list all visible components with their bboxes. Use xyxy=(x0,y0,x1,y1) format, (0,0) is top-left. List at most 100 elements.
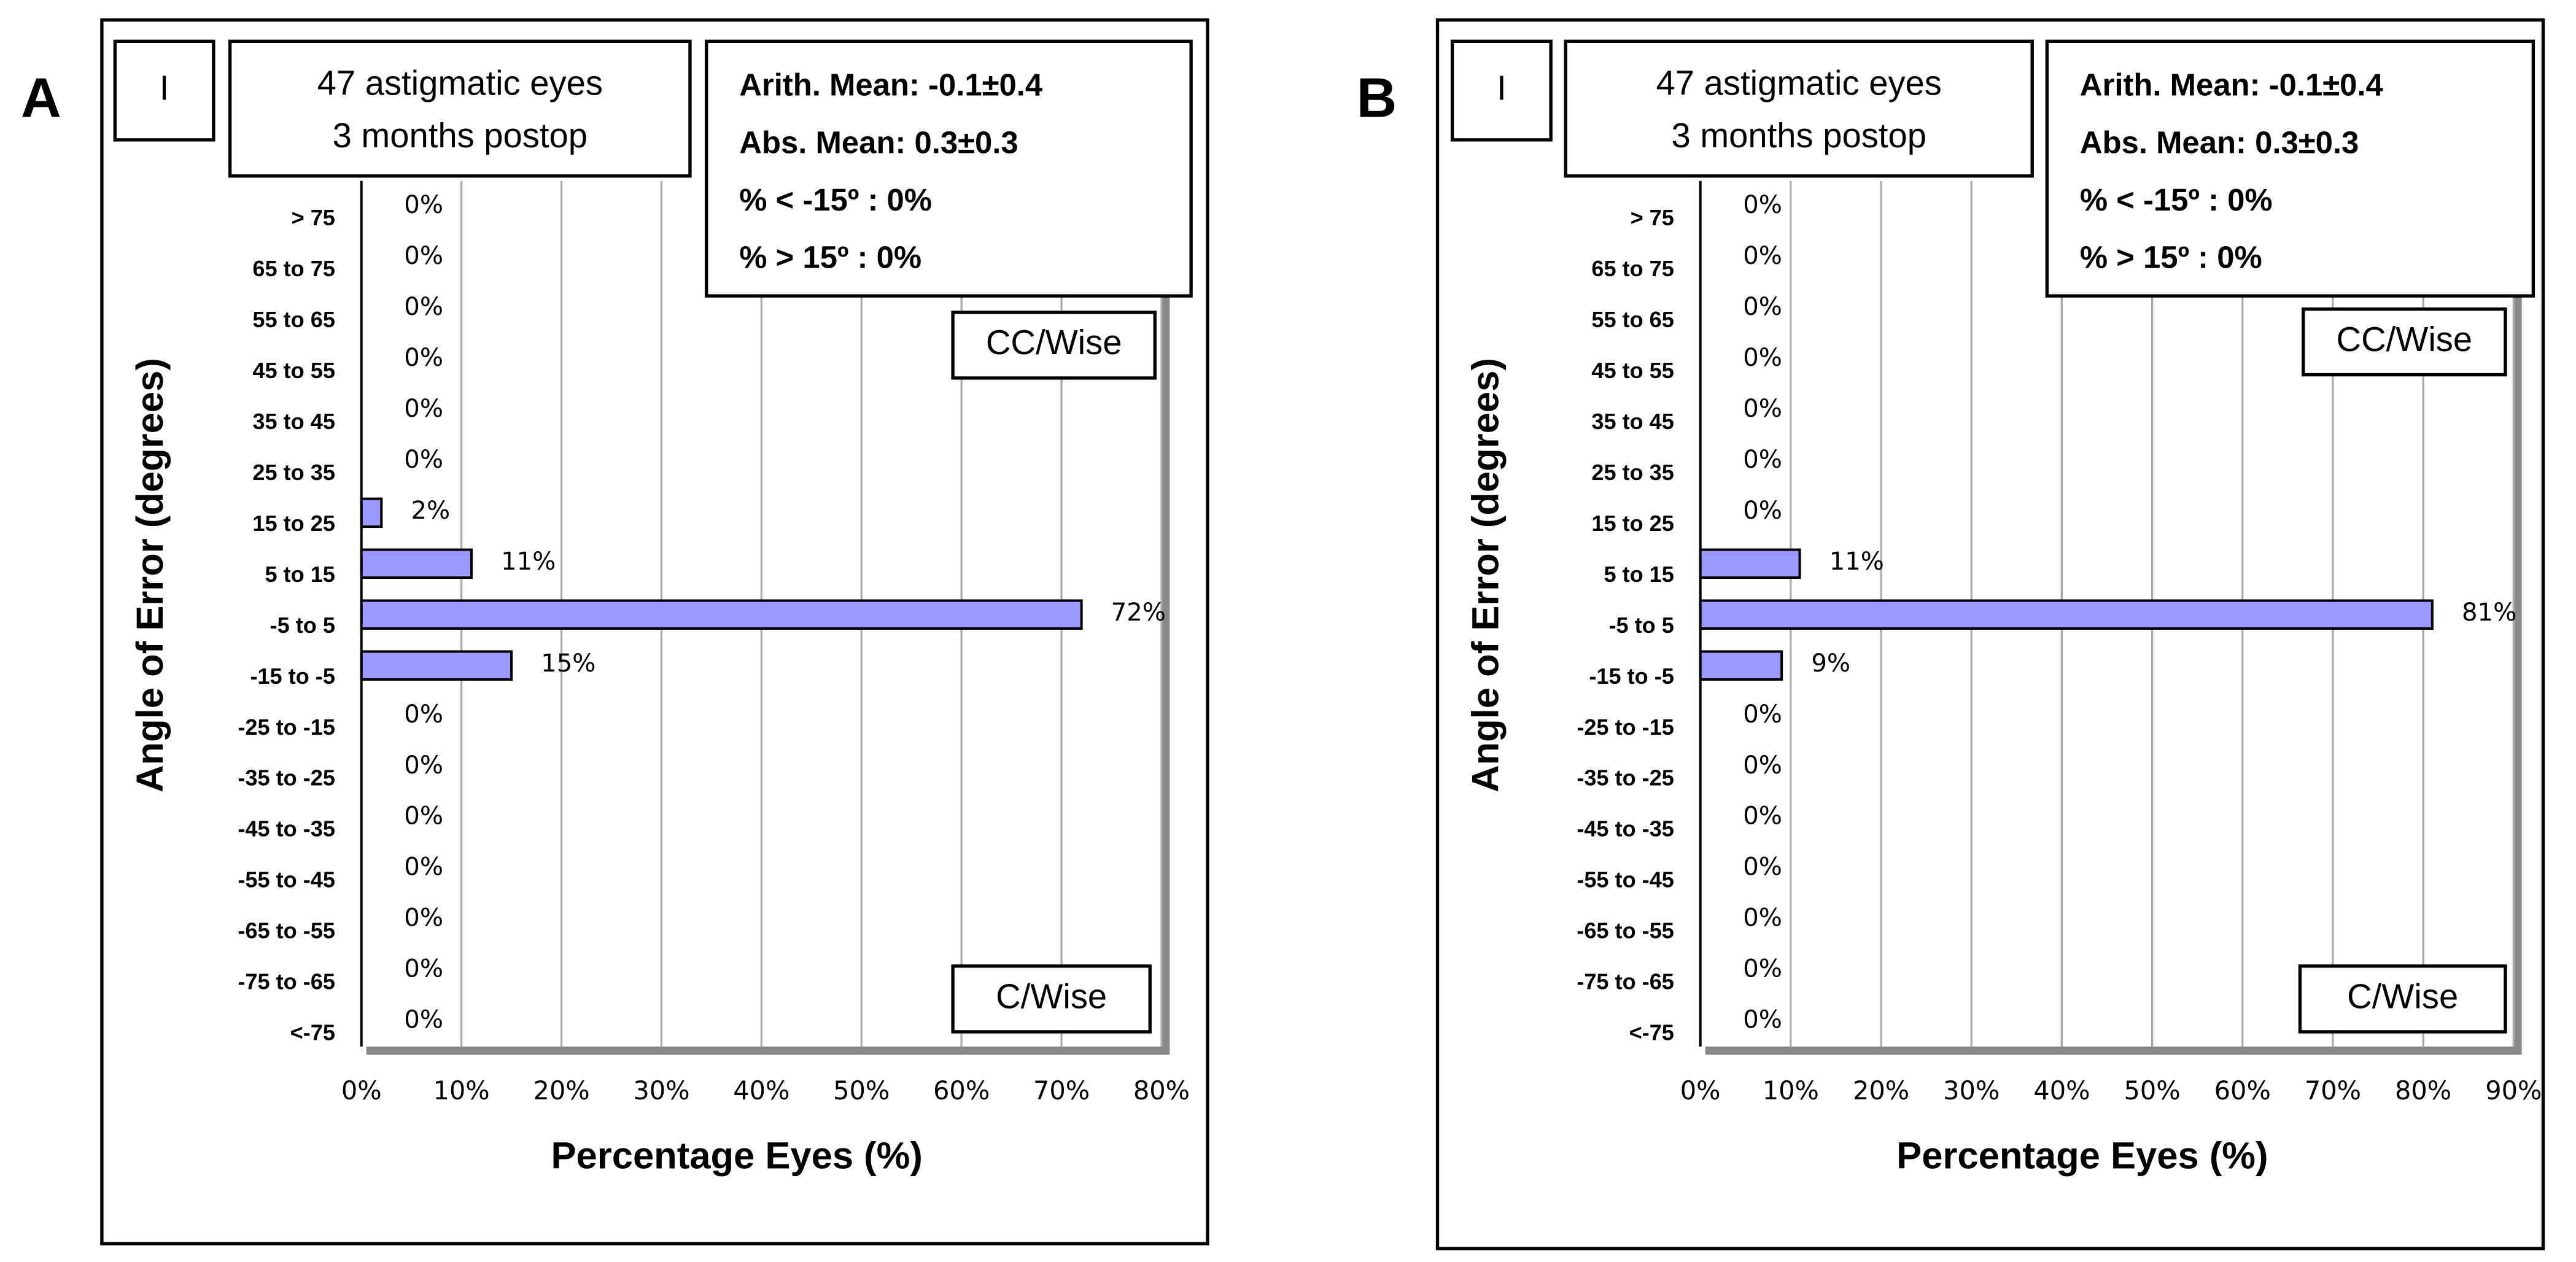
x-tick-label: 40% xyxy=(2033,1076,2090,1105)
x-tick-label: 0% xyxy=(341,1076,382,1105)
panel-frame xyxy=(1435,18,2545,1250)
y-tick-label: -5 to 5 xyxy=(1609,613,1674,638)
value-label: 0% xyxy=(1743,293,1782,321)
stats-line: Abs. Mean: 0.3±0.3 xyxy=(2080,125,2359,160)
x-tick-label: 80% xyxy=(1133,1076,1190,1105)
annotation: C/Wise xyxy=(2347,977,2458,1015)
x-tick-label: 0% xyxy=(1680,1076,1721,1105)
value-label: 0% xyxy=(404,955,443,983)
value-label: 11% xyxy=(501,548,556,576)
bar xyxy=(360,548,473,579)
chart-panel: B 0% 10% 20% 30% 40% 50% 60% 70% 80% 90% > 75 0% 65 t… xyxy=(1357,18,2545,1250)
y-tick-label: -75 to -65 xyxy=(238,969,335,994)
x-tick-label: 90% xyxy=(2485,1076,2542,1105)
text-box xyxy=(228,39,692,178)
chart-title: 47 astigmatic eyes xyxy=(317,63,603,102)
value-label: 0% xyxy=(1743,344,1782,372)
stats-line: % < -15º : 0% xyxy=(2080,182,2273,217)
y-tick-label: -75 to -65 xyxy=(1577,969,1674,994)
value-label: 0% xyxy=(1743,446,1782,474)
y-tick-label: 45 to 55 xyxy=(252,358,335,383)
y-tick-label: -5 to 5 xyxy=(270,613,335,638)
value-label: 81% xyxy=(2462,598,2516,627)
y-tick-label: 55 to 65 xyxy=(252,307,335,332)
text-box xyxy=(1450,39,1553,142)
y-tick-label: -65 to -55 xyxy=(1577,918,1674,943)
y-tick-label: -65 to -55 xyxy=(238,918,335,943)
y-tick-label: 15 to 25 xyxy=(252,511,335,536)
y-tick-label: <-75 xyxy=(290,1020,335,1045)
chart-panel: A 0% 10% 20% 30% 40% 50% 60% 70% 80% > 75 0% 65 to 7… xyxy=(21,18,1209,1245)
x-axis-title: Percentage Eyes (%) xyxy=(1896,1134,2268,1177)
text-box xyxy=(951,964,1152,1034)
bar xyxy=(360,650,513,681)
chart-title: 3 months postop xyxy=(333,116,588,155)
y-tick-label: 35 to 45 xyxy=(1591,409,1674,434)
text-box xyxy=(113,39,215,142)
value-label: 0% xyxy=(1743,904,1782,932)
stats-line: % < -15º : 0% xyxy=(739,182,932,217)
text-box xyxy=(1564,39,2034,178)
bar xyxy=(1699,548,1801,579)
value-label: 0% xyxy=(404,1006,443,1034)
x-tick-label: 10% xyxy=(1763,1076,1819,1105)
annotation: C/Wise xyxy=(996,977,1107,1015)
y-tick-label: 45 to 55 xyxy=(1591,358,1674,383)
value-label: 0% xyxy=(1743,700,1782,729)
y-axis-title: Angle of Error (degrees) xyxy=(129,358,171,792)
x-tick-label: 30% xyxy=(633,1076,689,1105)
value-label: 0% xyxy=(404,904,443,932)
y-tick-label: 5 to 15 xyxy=(265,562,335,587)
value-label: 0% xyxy=(1743,497,1782,525)
bar xyxy=(1699,599,2434,630)
y-axis-title: Angle of Error (degrees) xyxy=(1465,358,1507,792)
y-tick-label: > 75 xyxy=(1631,205,1674,230)
y-tick-label: 5 to 15 xyxy=(1604,562,1674,587)
stats-line: % > 15º : 0% xyxy=(2080,240,2262,275)
y-tick-label: <-75 xyxy=(1629,1020,1674,1045)
value-label: 0% xyxy=(404,395,443,423)
annotation: CC/Wise xyxy=(986,323,1122,362)
y-tick-label: 15 to 25 xyxy=(1591,511,1674,536)
value-label: 0% xyxy=(1743,751,1782,780)
bar xyxy=(1699,650,1783,681)
value-label: 72% xyxy=(1111,598,1166,627)
value-label: 11% xyxy=(1829,548,1884,576)
text-box xyxy=(2298,964,2507,1034)
chart-title: 3 months postop xyxy=(1672,116,1926,155)
y-tick-label: 25 to 35 xyxy=(252,460,335,485)
x-tick-label: 70% xyxy=(2305,1076,2361,1105)
corner-label: I xyxy=(1497,68,1507,107)
stats-line: Arith. Mean: -0.1±0.4 xyxy=(739,68,1042,103)
value-label: 0% xyxy=(1743,395,1782,423)
y-tick-label: -15 to -5 xyxy=(1589,664,1674,689)
y-tick-label: 65 to 75 xyxy=(252,256,335,281)
y-tick-label: -25 to -15 xyxy=(1577,714,1674,740)
stats-line: % > 15º : 0% xyxy=(739,240,921,275)
x-tick-label: 50% xyxy=(833,1076,890,1105)
x-tick-label: 20% xyxy=(1853,1076,1909,1105)
stats-line: Arith. Mean: -0.1±0.4 xyxy=(2080,68,2383,103)
value-label: 0% xyxy=(404,293,443,321)
stats-line: Abs. Mean: 0.3±0.3 xyxy=(739,125,1018,160)
panel-letter: A xyxy=(21,67,61,129)
y-tick-label: -35 to -25 xyxy=(238,765,335,791)
value-label: 15% xyxy=(541,649,596,678)
text-box xyxy=(2302,307,2507,377)
value-label: 0% xyxy=(1743,191,1782,219)
value-label: 0% xyxy=(404,700,443,729)
value-label: 0% xyxy=(404,853,443,881)
x-tick-label: 60% xyxy=(933,1076,990,1105)
value-label: 0% xyxy=(404,191,443,219)
x-tick-label: 20% xyxy=(533,1076,589,1105)
value-label: 2% xyxy=(411,497,450,525)
annotation: CC/Wise xyxy=(2337,320,2473,358)
y-tick-label: 35 to 45 xyxy=(252,409,335,434)
x-tick-label: 80% xyxy=(2395,1076,2451,1105)
x-tick-label: 50% xyxy=(2124,1076,2181,1105)
x-axis-title: Percentage Eyes (%) xyxy=(551,1134,923,1177)
value-label: 0% xyxy=(404,242,443,270)
x-tick-label: 70% xyxy=(1033,1076,1090,1105)
y-tick-label: > 75 xyxy=(292,205,335,230)
